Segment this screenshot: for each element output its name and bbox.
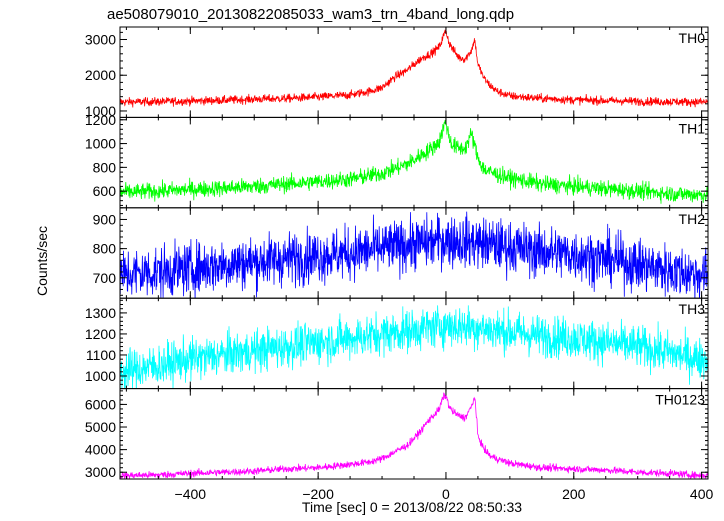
x-axis-label: Time [sec] 0 = 2013/08/22 08:50:33	[302, 499, 522, 515]
panel-label: TH1	[679, 120, 706, 136]
panel-label: TH0	[679, 30, 706, 46]
panel-frame	[119, 388, 709, 480]
panel-label: TH3	[679, 301, 706, 317]
y-tick-label: 2000	[85, 67, 116, 83]
y-tick-label: 6000	[85, 396, 116, 412]
panel-th1: 600 800 1000 1200 TH1	[85, 112, 709, 209]
y-tick-label: 1300	[85, 305, 116, 321]
y-tick-label: 800	[93, 159, 117, 175]
series-th1-line	[120, 120, 708, 204]
y-tick-label: 4000	[85, 442, 116, 458]
y-tick-label: 3000	[85, 32, 116, 48]
panel-label: TH2	[679, 211, 706, 227]
y-tick-label: 800	[93, 241, 117, 257]
x-tick-label: −200	[302, 486, 334, 502]
chart-title: ae508079010_20130822085033_wam3_trn_4ban…	[107, 6, 514, 23]
y-tick-label: 600	[93, 183, 117, 199]
y-tick-label: 1000	[85, 368, 116, 384]
y-axis-label: Counts/sec	[34, 226, 50, 296]
x-tick-label: 400	[690, 486, 714, 502]
series-th0-line	[120, 29, 708, 108]
y-tick-label: 1200	[85, 326, 116, 342]
panel-th2: 700 800 900 TH2	[93, 207, 709, 299]
panel-th0123: 3000 4000 5000 6000 TH0123	[85, 388, 709, 480]
y-tick-label: 1200	[85, 112, 116, 128]
y-tick-label: 1000	[85, 136, 116, 152]
panel-th3: 1000 1100 1200 1300 TH3	[85, 297, 709, 390]
x-tick-label: 0	[442, 486, 450, 502]
x-tick-label: −400	[175, 486, 207, 502]
y-tick-label: 700	[93, 270, 117, 286]
y-tick-label: 900	[93, 211, 117, 227]
panel-th0: 1000 2000 3000 TH0	[85, 26, 709, 119]
series-th0123-line	[120, 392, 708, 480]
y-tick-label: 5000	[85, 419, 116, 435]
panel-frame	[119, 26, 709, 118]
series-th3-line	[120, 305, 708, 389]
x-tick-label: 200	[562, 486, 586, 502]
panel-label: TH0123	[655, 392, 705, 408]
y-tick-label: 1100	[86, 347, 116, 363]
series-th2-line	[120, 211, 708, 299]
y-tick-label: 1000	[85, 103, 116, 119]
y-tick-label: 3000	[85, 464, 116, 480]
